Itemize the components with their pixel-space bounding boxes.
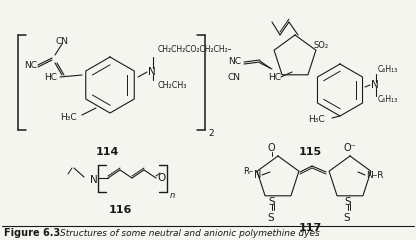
Text: H₃C: H₃C bbox=[60, 114, 77, 122]
Text: R–: R– bbox=[243, 168, 253, 176]
Text: O: O bbox=[268, 143, 276, 153]
Text: CH₂CH₃: CH₂CH₃ bbox=[158, 80, 188, 90]
Text: CN: CN bbox=[56, 37, 69, 47]
Text: N: N bbox=[371, 80, 379, 90]
Text: CH₂CH₂CO₂CH₂CH₂–: CH₂CH₂CO₂CH₂CH₂– bbox=[158, 46, 233, 54]
Text: 114: 114 bbox=[95, 147, 119, 157]
Text: N: N bbox=[254, 170, 261, 180]
Text: CN: CN bbox=[228, 72, 241, 82]
Text: S: S bbox=[267, 213, 274, 223]
Text: S: S bbox=[344, 197, 351, 207]
Text: S: S bbox=[268, 197, 275, 207]
Text: NC: NC bbox=[24, 60, 37, 70]
Text: O⁻: O⁻ bbox=[344, 143, 357, 153]
Text: H₃C: H₃C bbox=[308, 115, 324, 125]
Text: 117: 117 bbox=[298, 223, 322, 233]
Text: N–R: N–R bbox=[366, 170, 384, 180]
Text: 115: 115 bbox=[298, 147, 322, 157]
Text: HC: HC bbox=[268, 73, 281, 83]
Text: HC: HC bbox=[44, 73, 57, 83]
Text: 116: 116 bbox=[108, 205, 132, 215]
Text: 2: 2 bbox=[208, 128, 214, 138]
Text: NC: NC bbox=[228, 58, 241, 66]
Text: O: O bbox=[157, 173, 165, 183]
Text: C₆H₁₃: C₆H₁₃ bbox=[378, 96, 398, 104]
Text: S: S bbox=[343, 213, 349, 223]
Text: N: N bbox=[90, 175, 98, 185]
Text: Figure 6.3: Figure 6.3 bbox=[4, 228, 60, 238]
Text: n: n bbox=[170, 192, 175, 200]
Text: N: N bbox=[148, 67, 156, 77]
Text: SO₂: SO₂ bbox=[313, 41, 328, 49]
Text: Structures of some neutral and anionic polymethine dyes: Structures of some neutral and anionic p… bbox=[60, 228, 320, 238]
Text: C₆H₁₃: C₆H₁₃ bbox=[378, 66, 398, 74]
